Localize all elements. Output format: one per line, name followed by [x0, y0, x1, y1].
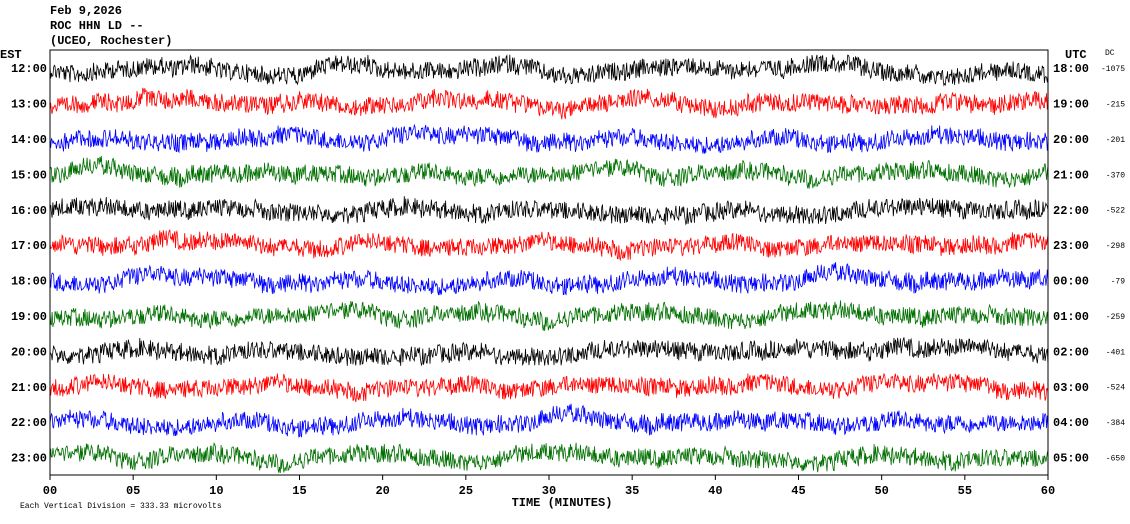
- x-tick-label: 60: [1041, 484, 1055, 498]
- est-label: 20:00: [11, 345, 47, 359]
- x-tick-label: 15: [292, 484, 306, 498]
- dc-value: -1075: [1101, 65, 1125, 74]
- trace: [49, 337, 1049, 367]
- trace: [49, 123, 1049, 154]
- utc-label: 20:00: [1053, 133, 1089, 147]
- dc-value: -522: [1106, 207, 1125, 216]
- trace: [49, 229, 1049, 261]
- trace: [49, 196, 1049, 226]
- labels: 12:00 18:00 -1075 13:00 19:00 -215 14:00 20:00 -…: [11, 62, 1125, 498]
- est-label: 18:00: [11, 275, 47, 289]
- x-tick-label: 35: [625, 484, 639, 498]
- utc-label: 04:00: [1053, 416, 1089, 430]
- dc-value: -79: [1111, 278, 1126, 287]
- est-label: 21:00: [11, 381, 47, 395]
- trace: [49, 262, 1049, 296]
- x-tick-label: 55: [958, 484, 972, 498]
- date: Feb 9,2026: [50, 4, 122, 18]
- dc-value: -201: [1106, 136, 1125, 145]
- right-axis-title: UTC: [1065, 48, 1087, 62]
- trace: [49, 54, 1049, 87]
- location: (UCEO, Rochester): [50, 34, 172, 48]
- trace: [49, 372, 1049, 403]
- x-tick-label: 40: [708, 484, 722, 498]
- dc-value: -298: [1106, 242, 1125, 251]
- dc-value: -384: [1106, 419, 1125, 428]
- trace: [49, 155, 1049, 189]
- est-label: 23:00: [11, 452, 47, 466]
- station: ROC HHN LD --: [50, 19, 144, 33]
- utc-label: 05:00: [1053, 452, 1089, 466]
- est-label: 15:00: [11, 168, 47, 182]
- trace: [49, 442, 1049, 474]
- x-tick-label: 10: [209, 484, 223, 498]
- est-label: 17:00: [11, 239, 47, 253]
- est-label: 22:00: [11, 416, 47, 430]
- est-label: 12:00: [11, 62, 47, 76]
- dc-value: -259: [1106, 313, 1125, 322]
- trace: [49, 403, 1049, 438]
- left-axis-title: EST: [0, 48, 22, 62]
- dc-value: -370: [1106, 171, 1125, 180]
- utc-label: 02:00: [1053, 345, 1089, 359]
- dc-value: -215: [1106, 101, 1125, 110]
- utc-label: 21:00: [1053, 168, 1089, 182]
- x-tick-label: 45: [791, 484, 805, 498]
- utc-label: 00:00: [1053, 275, 1089, 289]
- utc-label: 03:00: [1053, 381, 1089, 395]
- dc-value: -524: [1106, 384, 1125, 393]
- x-tick-label: 50: [874, 484, 888, 498]
- x-tick-label: 00: [43, 484, 57, 498]
- est-label: 14:00: [11, 133, 47, 147]
- est-label: 13:00: [11, 98, 47, 112]
- utc-label: 01:00: [1053, 310, 1089, 324]
- footer: Each Vertical Division = 333.33 microvol…: [20, 502, 222, 511]
- utc-label: 19:00: [1053, 98, 1089, 112]
- utc-label: 23:00: [1053, 239, 1089, 253]
- utc-label: 18:00: [1053, 62, 1089, 76]
- dc-title: DC: [1105, 49, 1115, 58]
- est-label: 16:00: [11, 204, 47, 218]
- trace: [49, 87, 1049, 120]
- traces: [49, 54, 1049, 474]
- x-tick-label: 20: [375, 484, 389, 498]
- trace: [49, 300, 1049, 331]
- dc-value: -650: [1106, 455, 1125, 464]
- utc-label: 22:00: [1053, 204, 1089, 218]
- x-tick-label: 25: [459, 484, 473, 498]
- x-tick-label: 30: [542, 484, 556, 498]
- x-axis-title: TIME (MINUTES): [512, 496, 613, 510]
- est-label: 19:00: [11, 310, 47, 324]
- dc-value: -401: [1106, 348, 1125, 357]
- x-tick-label: 05: [126, 484, 140, 498]
